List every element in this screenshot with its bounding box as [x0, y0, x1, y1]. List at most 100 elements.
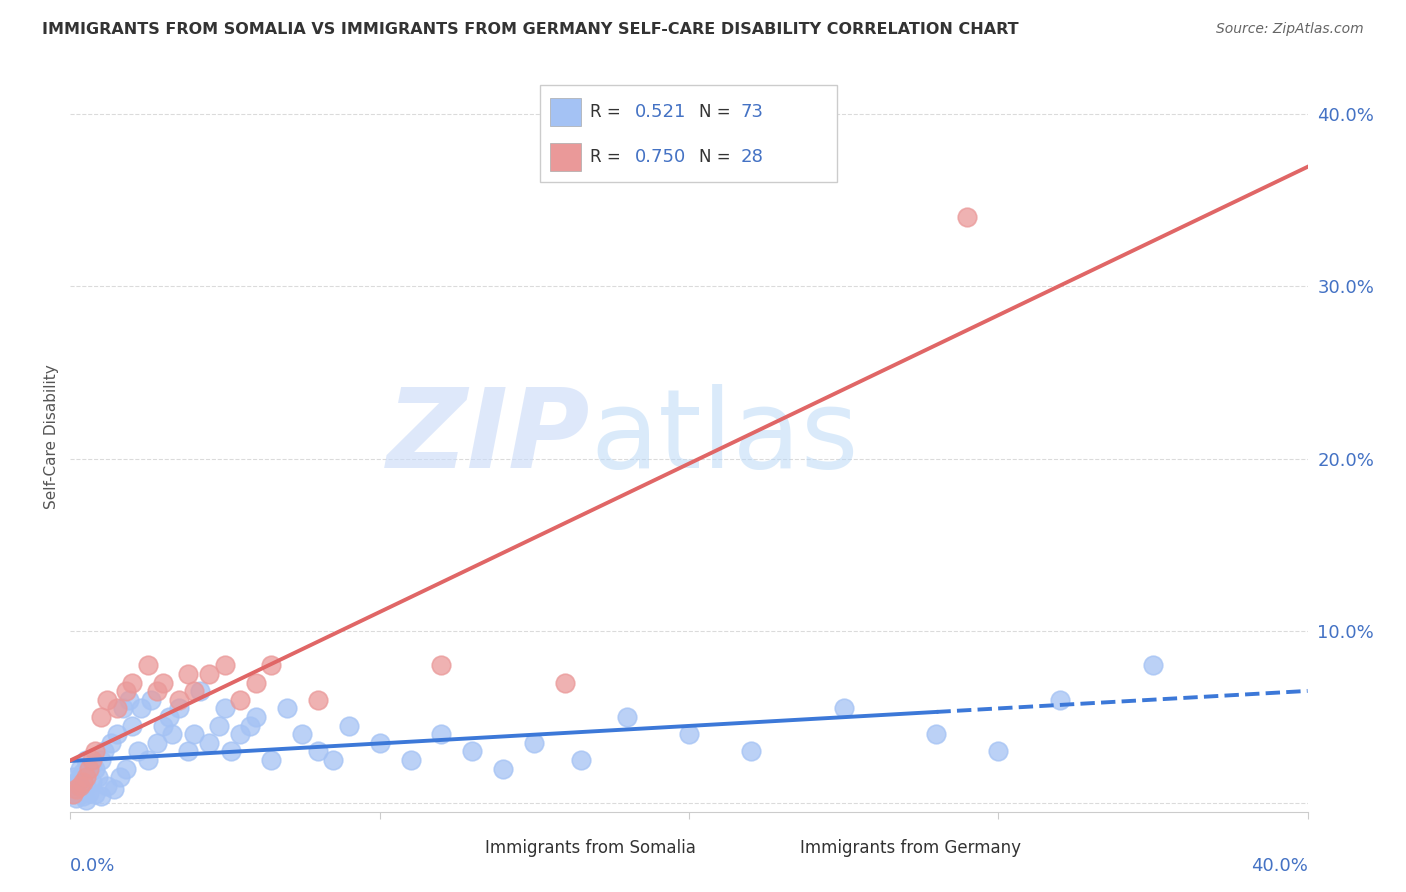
Point — [75, 770, 97, 784]
Point — [214, 658, 236, 673]
Point — [90, 710, 112, 724]
Point — [245, 675, 267, 690]
Point — [80, 775, 103, 789]
Point — [492, 762, 515, 776]
Point — [62, 779, 84, 793]
Point — [121, 675, 143, 690]
Point — [146, 736, 169, 750]
Point — [832, 701, 855, 715]
Text: N =: N = — [699, 148, 735, 166]
Point — [72, 775, 94, 789]
Text: 40.0%: 40.0% — [1251, 856, 1308, 875]
Point — [108, 770, 131, 784]
Point — [121, 718, 143, 732]
Point — [69, 782, 91, 797]
Point — [118, 692, 141, 706]
Point — [105, 701, 128, 715]
Text: IMMIGRANTS FROM SOMALIA VS IMMIGRANTS FROM GERMANY SELF-CARE DISABILITY CORRELAT: IMMIGRANTS FROM SOMALIA VS IMMIGRANTS FR… — [42, 22, 1019, 37]
Point — [260, 753, 283, 767]
Point — [198, 667, 221, 681]
Point — [69, 779, 91, 793]
Point — [214, 701, 236, 715]
Point — [925, 727, 948, 741]
Text: atlas: atlas — [591, 384, 859, 491]
Point — [307, 692, 329, 706]
Point — [152, 718, 174, 732]
Point — [188, 684, 211, 698]
Point — [1049, 692, 1071, 706]
Point — [115, 762, 138, 776]
Text: 0.750: 0.750 — [634, 148, 686, 166]
Text: Immigrants from Somalia: Immigrants from Somalia — [485, 839, 696, 857]
Point — [678, 727, 700, 741]
Point — [987, 744, 1010, 758]
Y-axis label: Self-Care Disability: Self-Care Disability — [44, 365, 59, 509]
Point — [90, 789, 112, 804]
Point — [93, 744, 115, 758]
Point — [198, 736, 221, 750]
Point — [136, 658, 159, 673]
Point — [105, 727, 128, 741]
Text: N =: N = — [699, 103, 735, 121]
Point — [208, 718, 231, 732]
Point — [430, 727, 453, 741]
Point — [616, 710, 638, 724]
Point — [146, 684, 169, 698]
Point — [111, 701, 134, 715]
Point — [337, 718, 360, 732]
Point — [157, 710, 180, 724]
Point — [245, 710, 267, 724]
FancyBboxPatch shape — [550, 97, 581, 126]
Point — [72, 765, 94, 780]
Point — [84, 744, 107, 758]
FancyBboxPatch shape — [441, 840, 478, 856]
Point — [219, 744, 242, 758]
Point — [139, 692, 162, 706]
Point — [136, 753, 159, 767]
Point — [177, 667, 200, 681]
Point — [62, 788, 84, 802]
Point — [62, 788, 84, 802]
Text: ZIP: ZIP — [387, 384, 591, 491]
Point — [84, 762, 107, 776]
Point — [239, 718, 262, 732]
Point — [229, 692, 252, 706]
Point — [523, 736, 546, 750]
Point — [77, 762, 100, 776]
Point — [569, 753, 592, 767]
Point — [956, 211, 979, 225]
FancyBboxPatch shape — [756, 840, 794, 856]
Point — [65, 786, 87, 800]
Point — [62, 770, 84, 784]
Point — [100, 736, 122, 750]
Point — [183, 727, 205, 741]
Text: Source: ZipAtlas.com: Source: ZipAtlas.com — [1216, 22, 1364, 37]
Point — [87, 770, 110, 784]
Point — [80, 758, 103, 772]
Point — [167, 701, 190, 715]
Point — [77, 765, 100, 780]
Point — [322, 753, 344, 767]
Point — [554, 675, 576, 690]
Point — [96, 779, 118, 793]
Point — [461, 744, 484, 758]
Point — [65, 775, 87, 789]
Text: Immigrants from Germany: Immigrants from Germany — [800, 839, 1021, 857]
Text: 0.0%: 0.0% — [70, 856, 115, 875]
Point — [65, 791, 87, 805]
Point — [307, 744, 329, 758]
Point — [72, 789, 94, 804]
Point — [65, 782, 87, 797]
Text: R =: R = — [591, 148, 626, 166]
Point — [77, 786, 100, 800]
Point — [430, 658, 453, 673]
Point — [1142, 658, 1164, 673]
Point — [131, 701, 153, 715]
Point — [103, 782, 125, 797]
Point — [75, 753, 97, 767]
Point — [75, 792, 97, 806]
Point — [162, 727, 184, 741]
Point — [127, 744, 149, 758]
Point — [115, 684, 138, 698]
Point — [69, 762, 91, 776]
